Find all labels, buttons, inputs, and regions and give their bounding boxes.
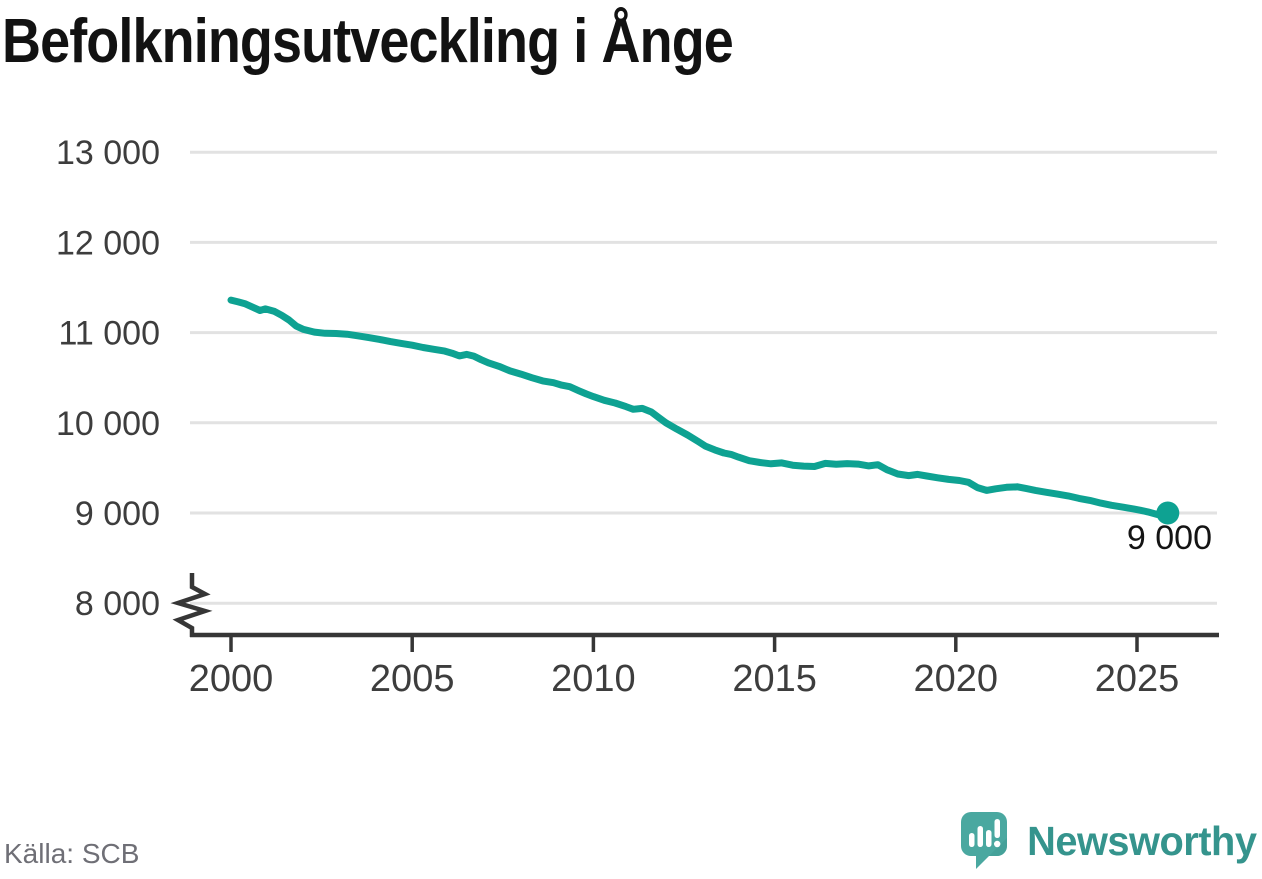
series-end-dot	[1156, 501, 1180, 525]
end-value-label: 9 000	[1127, 519, 1212, 557]
x-axis-tick-label: 2005	[370, 658, 455, 700]
x-axis-tick-label: 2020	[914, 658, 999, 700]
population-series-line	[227, 296, 1172, 519]
y-axis-tick-label: 8 000	[75, 585, 160, 623]
y-axis-tick-label: 11 000	[59, 315, 160, 353]
x-axis-tick-label: 2015	[732, 658, 817, 700]
y-axis-break-icon	[170, 573, 213, 637]
x-axis-tick-label: 2025	[1095, 658, 1180, 700]
y-axis-tick-label: 13 000	[56, 134, 160, 172]
newsworthy-logo: Newsworthy	[960, 812, 1257, 870]
chart-title: Befolkningsutveckling i Ånge	[2, 7, 734, 76]
x-axis-tick-label: 2010	[551, 658, 636, 700]
y-axis-tick-label: 12 000	[56, 224, 160, 262]
y-axis-tick-label: 9 000	[75, 495, 160, 533]
newsworthy-wordmark: Newsworthy	[1026, 817, 1257, 864]
x-axis-tick-label: 2000	[189, 658, 274, 700]
newsworthy-speech-bubble-barchart-icon	[960, 812, 1007, 869]
source-note: Källa: SCB	[4, 838, 140, 869]
y-axis-tick-label: 10 000	[56, 405, 160, 443]
